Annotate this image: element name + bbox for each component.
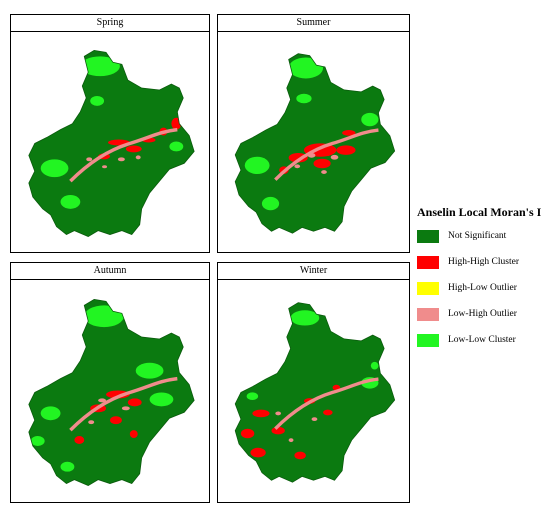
low-high-outlier-patch bbox=[330, 154, 339, 160]
low-high-outlier-patch bbox=[117, 157, 125, 162]
low-high-outlier-patch bbox=[275, 411, 282, 416]
low-low-cluster-patch bbox=[244, 156, 270, 174]
low-high-outlier-patch bbox=[102, 165, 108, 169]
low-low-cluster-patch bbox=[361, 112, 379, 127]
not-significant-area bbox=[235, 53, 395, 234]
legend-item-low-low-cluster: Low-Low Cluster bbox=[417, 332, 547, 348]
legend-label: Low-Low Cluster bbox=[448, 335, 516, 345]
low-high-outlier-patch bbox=[321, 170, 327, 174]
low-low-cluster-patch bbox=[288, 57, 324, 79]
low-high-outlier-patch bbox=[121, 406, 130, 411]
high-high-cluster-patch bbox=[240, 428, 255, 439]
district-boundary bbox=[28, 50, 195, 237]
high-high-cluster-patch bbox=[129, 430, 138, 439]
low-low-cluster-patch bbox=[60, 194, 81, 209]
district-map bbox=[28, 299, 195, 486]
legend-swatch bbox=[417, 229, 439, 243]
legend-swatch bbox=[417, 255, 439, 269]
legend-item-low-high-outlier: Low-High Outlier bbox=[417, 306, 547, 322]
high-high-cluster-patch bbox=[127, 398, 142, 407]
district-boundary bbox=[234, 53, 396, 234]
high-high-cluster-patch bbox=[294, 451, 306, 460]
district-map bbox=[234, 53, 396, 234]
low-high-outlier-patch bbox=[88, 420, 95, 425]
panel-title: Winter bbox=[218, 263, 409, 280]
low-low-cluster-patch bbox=[149, 200, 166, 211]
low-high-outlier-patch bbox=[98, 398, 107, 403]
legend-item-high-low-outlier: High-Low Outlier bbox=[417, 280, 547, 296]
high-high-cluster-patch bbox=[336, 145, 356, 155]
legend-label: Low-High Outlier bbox=[448, 309, 517, 319]
low-low-cluster-patch bbox=[246, 392, 259, 401]
river-band bbox=[69, 127, 178, 183]
low-low-cluster-patch bbox=[370, 361, 379, 370]
map-panel-summer: Summer bbox=[217, 14, 410, 253]
low-high-outlier-patch bbox=[294, 164, 301, 169]
legend-label: High-Low Outlier bbox=[448, 283, 517, 293]
legend-swatch bbox=[417, 307, 439, 321]
legend-swatch bbox=[417, 281, 439, 295]
low-low-cluster-patch bbox=[290, 310, 320, 326]
low-low-cluster-patch bbox=[149, 392, 174, 407]
legend-swatch bbox=[417, 333, 439, 347]
low-high-outlier-patch bbox=[288, 438, 294, 443]
high-high-cluster-patch bbox=[110, 416, 122, 425]
map-panel-spring: Spring bbox=[10, 14, 210, 253]
low-low-cluster-patch bbox=[40, 159, 69, 178]
district-map bbox=[234, 302, 396, 483]
district-boundary bbox=[234, 302, 396, 483]
high-high-cluster-patch bbox=[74, 436, 85, 444]
legend-label: High-High Cluster bbox=[448, 257, 519, 267]
legend-item-not-significant: Not Significant bbox=[417, 228, 547, 244]
map-panel-autumn: Autumn bbox=[10, 262, 210, 503]
river-band bbox=[69, 376, 178, 432]
high-high-cluster-patch bbox=[271, 426, 285, 435]
not-significant-area bbox=[235, 302, 395, 483]
legend-item-high-high-cluster: High-High Cluster bbox=[417, 254, 547, 270]
low-low-cluster-patch bbox=[40, 406, 61, 421]
high-high-cluster-patch bbox=[125, 145, 142, 153]
high-high-cluster-patch bbox=[252, 409, 270, 418]
panel-title: Spring bbox=[11, 15, 209, 32]
low-low-cluster-patch bbox=[90, 95, 105, 106]
low-low-cluster-patch bbox=[60, 461, 75, 472]
high-high-cluster-patch bbox=[250, 447, 266, 458]
low-high-outlier-patch bbox=[311, 417, 318, 422]
legend-title: Anselin Local Moran's I bbox=[417, 205, 542, 219]
panel-title: Summer bbox=[218, 15, 409, 32]
low-low-cluster-patch bbox=[169, 141, 184, 152]
low-low-cluster-patch bbox=[261, 196, 280, 211]
river-band bbox=[274, 377, 379, 430]
high-high-cluster-patch bbox=[313, 158, 331, 169]
high-high-cluster-patch bbox=[106, 390, 130, 399]
panel-title: Autumn bbox=[11, 263, 209, 280]
high-high-cluster-patch bbox=[141, 210, 148, 219]
high-high-cluster-patch bbox=[323, 409, 333, 416]
low-low-cluster-patch bbox=[30, 436, 45, 446]
low-low-cluster-patch bbox=[84, 305, 124, 328]
district-boundary bbox=[28, 299, 195, 486]
low-low-cluster-patch bbox=[80, 56, 120, 77]
low-high-outlier-patch bbox=[86, 157, 93, 162]
low-high-outlier-patch bbox=[135, 155, 141, 160]
legend-label: Not Significant bbox=[448, 231, 507, 241]
low-low-cluster-patch bbox=[296, 93, 312, 104]
low-low-cluster-patch bbox=[135, 362, 164, 379]
high-high-cluster-patch bbox=[342, 130, 356, 136]
river-band bbox=[274, 128, 379, 181]
map-panel-winter: Winter bbox=[217, 262, 410, 503]
map-legend: Anselin Local Moran's I Not Significant … bbox=[417, 205, 547, 358]
district-map bbox=[28, 50, 195, 237]
